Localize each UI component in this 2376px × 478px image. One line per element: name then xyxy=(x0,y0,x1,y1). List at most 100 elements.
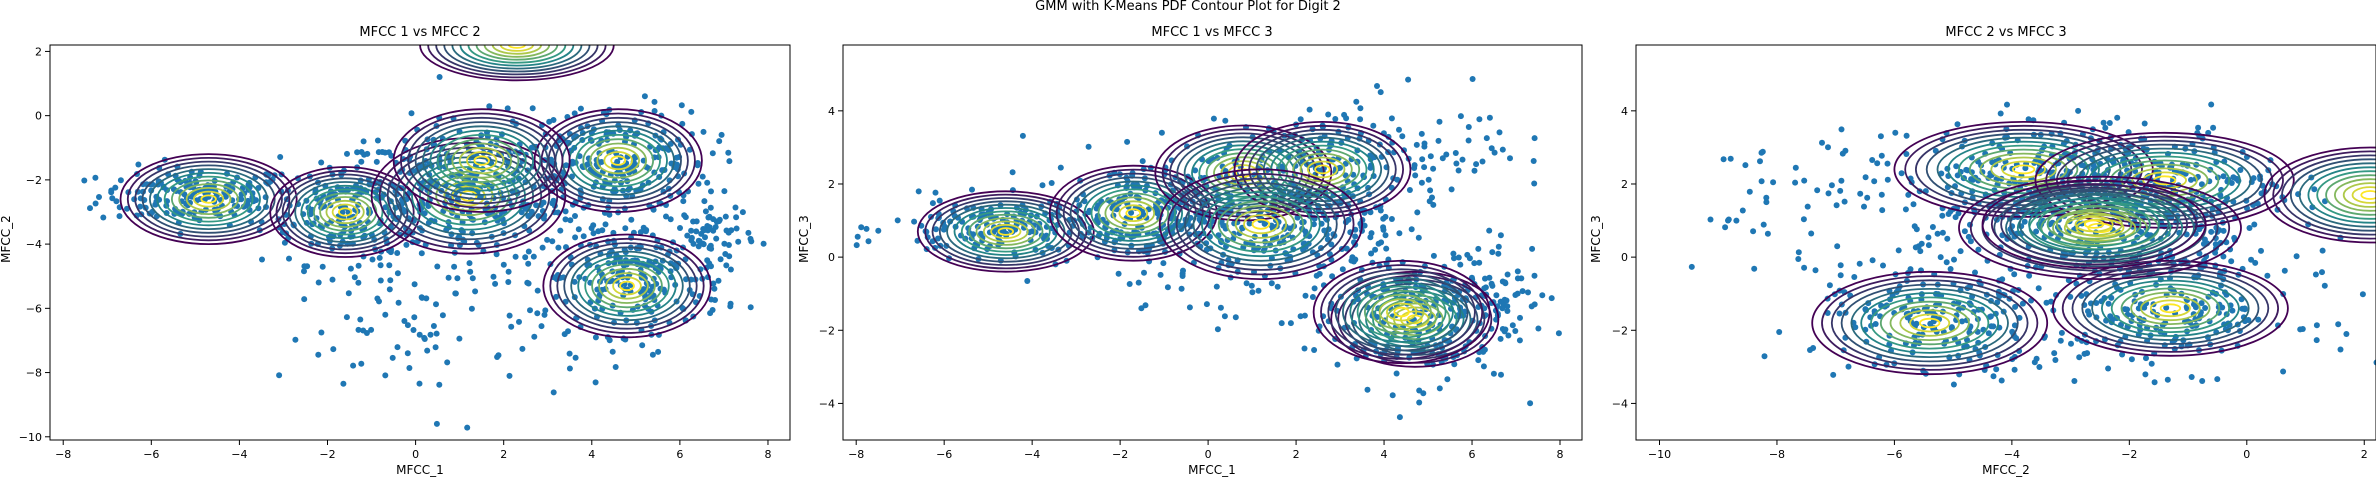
contour-ellipse xyxy=(419,45,615,82)
scatter-point xyxy=(704,257,711,264)
scatter-point xyxy=(433,301,439,308)
contour-ellipse xyxy=(1840,283,2019,363)
contour-ellipse xyxy=(2083,219,2105,229)
contour-ellipse xyxy=(953,207,1058,256)
scatter-point xyxy=(599,227,606,234)
contour-ellipse xyxy=(2074,215,2114,233)
contour-ellipse xyxy=(2316,170,2376,220)
contour-ellipse xyxy=(2009,190,2179,258)
scatter-point xyxy=(1274,283,1281,290)
contour-ellipse xyxy=(1830,279,2029,367)
scatter-point xyxy=(1213,283,1220,290)
contour-ellipse xyxy=(1330,270,1500,368)
scatter-point xyxy=(1963,166,1970,173)
scatter-point xyxy=(2208,101,2215,108)
scatter-point xyxy=(1581,351,1582,354)
scatter-point xyxy=(562,216,569,223)
scatter-point xyxy=(694,162,701,169)
scatter-point xyxy=(1139,158,1146,165)
x-tick-label: 8 xyxy=(1557,448,1564,461)
scatter-point xyxy=(1427,153,1434,160)
x-tick-label: 4 xyxy=(588,448,595,461)
subplot-2: MFCC 1 vs MFCC 3 MFCC_1 MFCC_3 −8 −6 −4 −2 0… xyxy=(797,25,1583,477)
x-tick-label: 6 xyxy=(1469,448,1476,461)
scatter-point xyxy=(1246,220,1253,227)
scatter-point xyxy=(1179,270,1186,277)
scatter-point xyxy=(549,238,556,245)
contour-ellipse xyxy=(1097,192,1169,234)
scatter-point xyxy=(1443,151,1450,158)
scatter-point xyxy=(2019,300,2026,307)
scatter-point xyxy=(2246,225,2253,231)
scatter-point xyxy=(1210,115,1217,122)
contour-ellipse xyxy=(394,151,543,241)
scatter-point xyxy=(622,225,629,232)
scatter-point xyxy=(733,225,740,232)
scatter-point xyxy=(745,229,752,236)
scatter-point xyxy=(1985,330,1992,337)
y-tick-label: 2 xyxy=(828,178,835,191)
scatter-point xyxy=(911,218,918,225)
scatter-point xyxy=(1364,386,1371,393)
scatter-point xyxy=(1466,255,1473,262)
scatter-point xyxy=(1357,105,1364,112)
contour-ellipse xyxy=(563,246,691,326)
scatter-point xyxy=(970,231,977,238)
contour-ellipse xyxy=(1327,268,1476,356)
scatter-point xyxy=(1357,116,1364,123)
contour-ellipse xyxy=(1850,287,2009,358)
scatter-point xyxy=(571,110,578,117)
scatter-point xyxy=(1795,249,1802,256)
scatter-point xyxy=(2312,271,2319,278)
contour-ellipse xyxy=(2289,158,2376,232)
scatter-point xyxy=(2319,269,2325,276)
scatter-point xyxy=(1838,126,1845,133)
scatter-point xyxy=(1471,167,1478,174)
scatter-point xyxy=(1746,188,1753,195)
scatter-point xyxy=(1939,229,1946,236)
scatter-point xyxy=(2148,360,2155,367)
scatter-point xyxy=(539,244,546,251)
contour-ellipse xyxy=(2130,291,2211,326)
scatter-point xyxy=(315,279,322,286)
contour-ellipse xyxy=(610,155,627,166)
scatter-point xyxy=(109,195,116,202)
contour-ellipse xyxy=(1167,172,1355,276)
scatter-point xyxy=(1879,207,1886,214)
scatter-point xyxy=(1917,248,1924,255)
scatter-point xyxy=(2119,351,2126,358)
scatter-point xyxy=(525,213,532,219)
scatter-point xyxy=(1287,320,1294,327)
scatter-point xyxy=(566,350,573,357)
scatter-point xyxy=(1845,363,1852,370)
scatter-point xyxy=(612,364,619,370)
scatter-point xyxy=(525,280,532,287)
scatter-point xyxy=(1998,377,2005,384)
scatter-point xyxy=(1375,240,1382,247)
scatter-point xyxy=(512,253,519,260)
contour-ellipse xyxy=(1334,272,1469,352)
contour-ellipse xyxy=(2142,171,2188,190)
scatter-point xyxy=(715,277,722,284)
scatter-point xyxy=(1476,116,1483,123)
contour-ellipse xyxy=(2298,162,2376,228)
scatter-point xyxy=(1138,305,1145,312)
scatter-point xyxy=(500,261,507,268)
scatter-point xyxy=(1505,332,1512,339)
scatter-point xyxy=(725,242,732,248)
scatter-point xyxy=(445,274,452,281)
scatter-point xyxy=(394,270,401,277)
contour-ellipse xyxy=(2061,263,2279,353)
y-tick-label: −8 xyxy=(26,367,42,380)
scatter-point xyxy=(641,93,648,100)
y-axis-ticks: −4 −2 0 2 4 xyxy=(1612,105,1636,410)
scatter-point xyxy=(519,345,526,352)
contour-ellipse xyxy=(982,220,1029,243)
x-tick-label: −4 xyxy=(2004,448,2020,461)
scatter-point xyxy=(1412,172,1419,179)
contour-ellipse xyxy=(1184,182,1338,267)
scatter-point xyxy=(1160,221,1167,228)
scatter-point xyxy=(1530,158,1537,164)
contour-ellipse xyxy=(542,233,712,339)
contour-ellipse xyxy=(2272,150,2376,240)
